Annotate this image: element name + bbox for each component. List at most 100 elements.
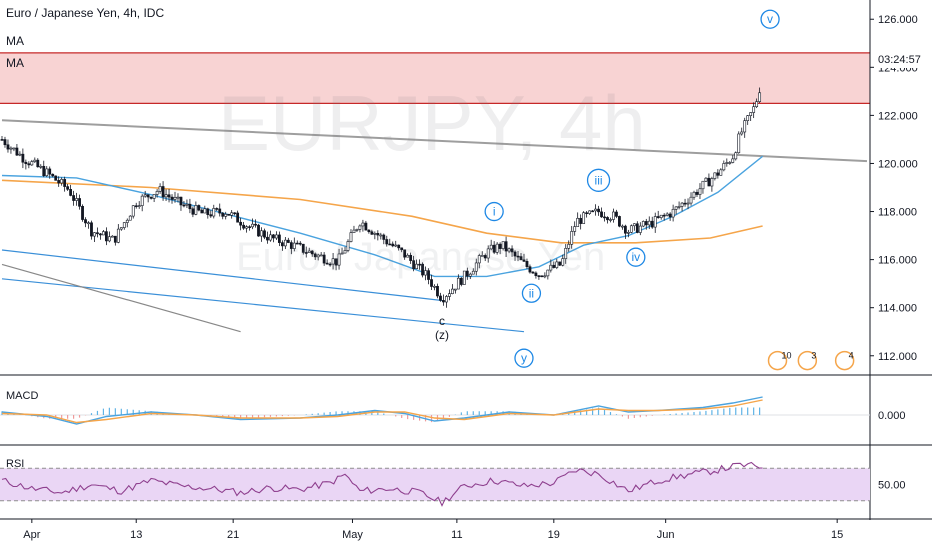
candle-body [254, 223, 257, 226]
time-tick-label: May [342, 529, 363, 541]
candle-body [683, 202, 687, 205]
candle-body [158, 186, 162, 192]
rsi-label[interactable]: RSI [6, 458, 25, 470]
candle-body [355, 229, 359, 231]
candle-body [430, 279, 433, 287]
candle-body [137, 205, 141, 207]
candle-body [54, 175, 58, 181]
time-tick-label: Jun [657, 529, 675, 541]
candle-body [573, 226, 577, 232]
candle-body [110, 235, 114, 238]
candle-body [549, 264, 553, 271]
candle-body [746, 115, 750, 121]
candle-body [218, 208, 222, 214]
wave-label-iv: iv [632, 250, 641, 264]
candle-body [731, 158, 735, 163]
countdown-badge: 03:24:57 [874, 52, 932, 68]
wave-label-iii: iii [595, 173, 603, 187]
ma-legend-1[interactable]: MA [6, 34, 24, 48]
candle-body [471, 270, 475, 275]
candle-body [749, 112, 753, 116]
candle-body [453, 288, 457, 291]
candle-body [242, 224, 246, 229]
candle-body [280, 242, 284, 247]
price-tick-label: 120.000 [878, 158, 918, 170]
candle-body [96, 232, 99, 235]
candle-body [12, 147, 16, 150]
candle-body [63, 179, 67, 187]
candle-body [495, 243, 499, 253]
macd-signal-line [1, 399, 763, 424]
candle-body [743, 120, 747, 133]
candle-body [349, 232, 353, 242]
candle-body [433, 285, 436, 288]
candle-body [57, 180, 61, 184]
time-tick-label: 13 [130, 529, 142, 541]
candle-body [119, 227, 123, 230]
candle-body [436, 285, 439, 297]
chart-title: Euro / Japanese Yen, 4h, IDC [6, 6, 165, 20]
wave-label-ii: ii [529, 286, 534, 300]
candle-body [93, 232, 96, 237]
candle-body [394, 244, 398, 247]
candle-body [319, 254, 323, 257]
candle-body [698, 188, 702, 195]
candle-body [30, 161, 34, 166]
candle-body [561, 258, 565, 266]
ma-legend-2[interactable]: MA [6, 56, 24, 70]
candle-body [200, 209, 204, 214]
candle-body [644, 221, 648, 226]
candle-body [725, 162, 729, 164]
candle-body [552, 264, 556, 268]
candle-body [307, 250, 311, 253]
candle-body [442, 300, 445, 303]
candle-body [24, 161, 28, 165]
candle-body [400, 247, 404, 251]
event-marker [834, 350, 855, 371]
candle-body [582, 212, 586, 224]
candle-body [379, 234, 383, 237]
time-tick-label: Apr [23, 529, 40, 541]
candle-body [51, 173, 55, 177]
candle-body [292, 242, 296, 249]
candle-body [486, 248, 490, 259]
candle-body [87, 222, 90, 225]
candle-body [298, 242, 302, 245]
candle-body [209, 214, 213, 217]
candle-body [167, 194, 171, 198]
wave-marker-z: (z) [435, 328, 449, 342]
candle-body [251, 223, 254, 228]
macd-label[interactable]: MACD [6, 390, 39, 402]
candle-body [233, 212, 237, 215]
candle-body [66, 186, 70, 190]
channel-lower-line [1, 278, 525, 333]
candle-body [489, 244, 493, 250]
candle-body [203, 208, 207, 214]
candle-body [507, 248, 511, 252]
candle-body [710, 178, 714, 187]
candle-body [439, 295, 442, 301]
candle-body [352, 229, 356, 233]
candle-body [555, 261, 559, 268]
candle-body [9, 147, 13, 150]
candle-body [191, 208, 195, 215]
candle-body [116, 228, 120, 243]
candle-body [650, 220, 654, 228]
candle-body [84, 219, 87, 224]
time-tick-label: 19 [548, 529, 560, 541]
wave-marker-c: c [439, 314, 445, 328]
candle-body [257, 224, 260, 237]
candle-body [647, 220, 651, 226]
wave-label-circle [586, 168, 611, 192]
candle-body [409, 254, 413, 261]
candle-body [600, 211, 603, 218]
candle-body [128, 215, 132, 221]
candle-body [692, 191, 696, 198]
candle-body [337, 253, 341, 266]
candle-body [367, 229, 371, 233]
candle-body [340, 252, 344, 255]
candle-body [122, 222, 126, 228]
wave-label-i: i [493, 205, 496, 219]
macd-tick-label: 0.000 [878, 410, 906, 422]
candle-body [36, 159, 40, 168]
